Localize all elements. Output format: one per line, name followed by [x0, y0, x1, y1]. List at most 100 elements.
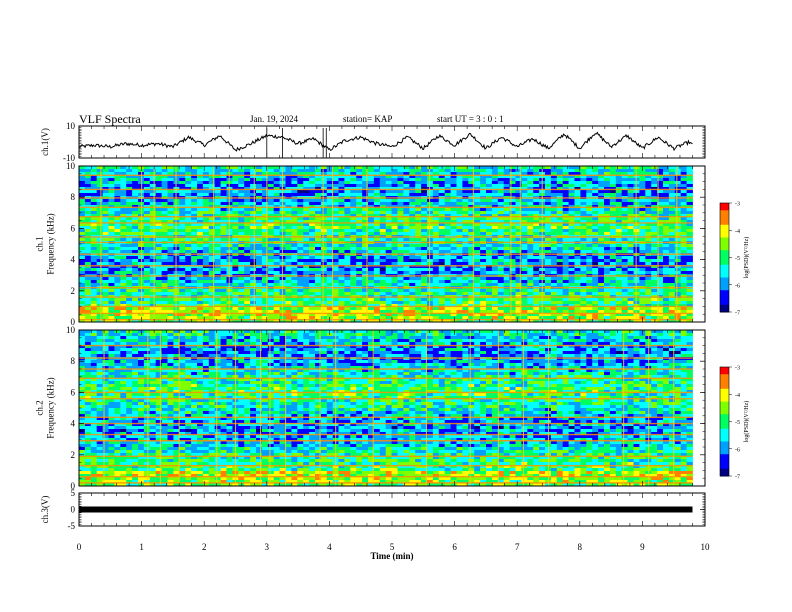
spectrogram-cell [267, 229, 275, 233]
spectrogram-cell [344, 193, 351, 197]
spectrogram-cell [651, 280, 658, 284]
spectrogram-cell [84, 184, 92, 188]
spectrogram-cell [509, 181, 516, 185]
spectrogram-cell [320, 292, 328, 296]
spectrogram-cell [444, 175, 451, 179]
spectrogram-cell [397, 271, 404, 275]
spectrogram-cell [303, 271, 310, 275]
spectrogram-cell [149, 169, 157, 173]
spectrogram-cell [491, 175, 499, 179]
spectrogram-cell [663, 181, 670, 185]
spectrogram-cell [509, 265, 516, 269]
spectrogram-cell [515, 238, 522, 242]
spectrogram-cell [645, 238, 652, 242]
spectrogram-cell [651, 199, 658, 203]
spectrogram-cell [120, 259, 127, 263]
spectrogram-cell [474, 223, 481, 227]
spectrogram-cell [303, 265, 310, 269]
spectrogram-cell [132, 232, 139, 236]
spectrogram-cell [550, 214, 558, 218]
spectrogram-cell [90, 217, 98, 221]
spectrogram-cell [432, 283, 440, 287]
spectrogram-cell [645, 229, 652, 233]
spectrogram-cell [315, 217, 322, 221]
spectrogram-cell [244, 232, 251, 236]
spectrogram-cell [309, 199, 316, 203]
spectrogram-cell [114, 247, 121, 251]
spectrogram-cell [368, 259, 375, 263]
spectrogram-cell [645, 289, 652, 293]
spectrogram-cell [179, 208, 186, 212]
spectrogram-cell [356, 238, 363, 242]
spectrogram-cell [497, 259, 505, 263]
spectrogram-cell [220, 250, 227, 254]
spectrogram-cell [651, 220, 658, 224]
spectrogram-cell [491, 229, 499, 233]
spectrogram-cell [285, 181, 292, 185]
spectrogram-cell [521, 256, 528, 260]
spectrogram-cell [515, 184, 522, 188]
spectrogram-cell [214, 229, 221, 233]
spectrogram-cell [415, 277, 422, 281]
spectrogram-cell [574, 298, 581, 302]
spectrogram-cell [491, 169, 499, 173]
spectrogram-cell [315, 229, 322, 233]
spectrogram-cell [356, 229, 363, 233]
spectrogram-cell [497, 229, 505, 233]
spectrogram-cell [309, 172, 316, 176]
spectrogram-cell [686, 181, 693, 185]
spectrogram-cell [214, 169, 221, 173]
spectrogram-cell [185, 175, 192, 179]
spectrogram-cell [332, 220, 339, 224]
spectrogram-cell [120, 250, 127, 254]
spectrogram-cell [550, 247, 558, 251]
spectrogram-cell [120, 277, 127, 281]
spectrogram-cell [332, 250, 339, 254]
spectrogram-cell [232, 298, 239, 302]
spectrogram-cell [503, 190, 510, 194]
spectrogram-cell [391, 217, 398, 221]
spectrogram-cell [285, 223, 292, 227]
spectrogram-cell [379, 169, 387, 173]
spectrogram-cell [179, 271, 186, 275]
spectrogram-cell [202, 277, 210, 281]
spectrogram-cell [326, 265, 334, 269]
spectrogram-cell [90, 283, 98, 287]
spectrogram-cell [126, 229, 133, 233]
spectrogram-cell [527, 217, 534, 221]
spectrogram-cell [350, 190, 357, 194]
spectrogram-cell [297, 223, 304, 227]
spectrogram-cell [480, 301, 487, 305]
spectrogram-cell [303, 223, 310, 227]
spectrogram-cell [379, 280, 387, 284]
spectrogram-cell [155, 226, 162, 230]
spectrogram-cell [362, 280, 369, 284]
spectrogram-cell [84, 289, 92, 293]
spectrogram-cell [297, 181, 304, 185]
spectrogram-cell [680, 217, 687, 221]
spectrogram-cell [521, 175, 528, 179]
spectrogram-cell [315, 232, 322, 236]
spectrogram-cell [155, 250, 162, 254]
spectrogram-cell [562, 301, 569, 305]
spectrogram-cell [285, 301, 292, 305]
spectrogram-cell [556, 238, 564, 242]
spectrogram-cell [167, 247, 174, 251]
spectrogram-cell [155, 184, 162, 188]
spectrogram-cell [244, 166, 251, 170]
spectrogram-cell [250, 262, 257, 266]
spectrogram-cell [580, 184, 587, 188]
spectrogram-cell [627, 178, 634, 182]
spectrogram-cell [580, 301, 587, 305]
spectrogram-cell [179, 190, 186, 194]
spectrogram-cell [550, 166, 558, 170]
spectrogram-cell [456, 277, 463, 281]
spectrogram-cell [621, 244, 628, 248]
spectrogram-cell [509, 190, 516, 194]
spectrogram-cell [96, 244, 103, 248]
spectrogram-cell [315, 271, 322, 275]
spectrogram-cell [149, 208, 157, 212]
spectrogram-cell [574, 280, 581, 284]
spectrogram-cell [497, 244, 505, 248]
spectrogram-cell [462, 229, 469, 233]
